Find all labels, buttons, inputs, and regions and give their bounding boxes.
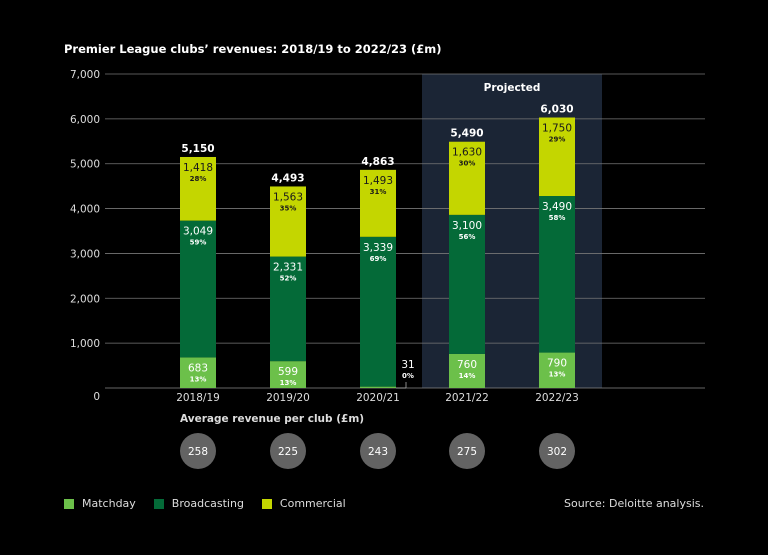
data-label: 3,100 xyxy=(452,220,482,232)
bar-matchday xyxy=(180,357,216,388)
data-label: 683 xyxy=(188,362,208,374)
x-tick-label: 2021/22 xyxy=(445,392,489,404)
total-label: 4,863 xyxy=(361,156,394,168)
y-tick-label: 5,000 xyxy=(70,159,100,171)
pct-label: 29% xyxy=(549,136,566,144)
avg-revenue-value: 258 xyxy=(188,446,208,458)
avg-revenue-value: 302 xyxy=(547,446,567,458)
legend-label: Broadcasting xyxy=(171,497,244,510)
bar-broadcasting xyxy=(360,236,396,387)
data-label: 3,339 xyxy=(363,242,393,254)
x-tick-label: 2020/21 xyxy=(356,392,400,404)
avg-revenue-value: 225 xyxy=(278,446,298,458)
data-label: 1,563 xyxy=(273,191,303,203)
avg-revenue-value: 275 xyxy=(457,446,477,458)
data-label: 3,049 xyxy=(183,226,213,238)
pct-label: 56% xyxy=(459,233,476,241)
pct-label: 13% xyxy=(549,371,566,379)
pct-label: 14% xyxy=(459,372,476,380)
bar-commercial xyxy=(360,169,396,237)
bar-broadcasting xyxy=(449,214,485,354)
avg-revenue-circle xyxy=(180,433,216,469)
total-label: 4,493 xyxy=(271,172,304,184)
bar-matchday xyxy=(270,361,306,388)
bar-broadcasting xyxy=(270,256,306,362)
bar-commercial xyxy=(539,117,575,197)
avg-revenue-circle xyxy=(270,433,306,469)
bar-commercial xyxy=(270,186,306,257)
data-label: 760 xyxy=(457,359,477,371)
legend-label: Matchday xyxy=(82,497,136,510)
y-tick-label: 4,000 xyxy=(70,204,100,216)
avg-revenue-circle xyxy=(449,433,485,469)
bar-broadcasting xyxy=(180,220,216,358)
legend-swatch xyxy=(261,498,272,509)
data-label: 31 xyxy=(401,359,414,371)
avg-revenue-circle xyxy=(360,433,396,469)
pct-label: 13% xyxy=(190,375,207,383)
pct-label: 0% xyxy=(402,372,414,380)
y-tick-label: 3,000 xyxy=(70,248,100,260)
pct-label: 28% xyxy=(190,175,207,183)
pct-label: 31% xyxy=(370,188,387,196)
legend-item-matchday: Matchday xyxy=(64,497,136,510)
data-label: 1,418 xyxy=(183,162,213,174)
avg-revenue-circle xyxy=(539,433,575,469)
data-label: 599 xyxy=(278,366,298,378)
y-tick-label: 2,000 xyxy=(70,293,100,305)
pct-label: 52% xyxy=(280,275,297,283)
legend-swatch xyxy=(64,498,74,509)
pct-label: 30% xyxy=(459,160,476,168)
bar-matchday xyxy=(539,352,575,388)
bar-commercial xyxy=(180,156,216,221)
legend-item-broadcasting: Broadcasting xyxy=(153,497,244,510)
bar-commercial xyxy=(449,141,485,215)
projected-label: Projected xyxy=(484,82,541,94)
pct-label: 58% xyxy=(549,214,566,222)
legend-label: Commercial xyxy=(279,497,346,510)
data-label: 1,750 xyxy=(542,123,572,135)
x-tick-label: 2022/23 xyxy=(535,392,579,404)
avg-revenue-label-text: Average revenue per club (£m) xyxy=(180,413,365,425)
pct-label: 69% xyxy=(370,255,387,263)
y-tick-label: 6,000 xyxy=(70,114,100,126)
data-label: 1,493 xyxy=(363,175,393,187)
pct-label: 59% xyxy=(190,239,207,247)
x-tick-label: 2018/19 xyxy=(176,392,220,404)
pct-label: 35% xyxy=(280,204,297,212)
chart-title: Premier League clubs’ revenues: 2018/19 … xyxy=(64,42,442,56)
avg-revenue-value: 243 xyxy=(368,446,388,458)
bar-broadcasting xyxy=(539,196,575,353)
y-tick-label: 1,000 xyxy=(70,338,100,350)
y-tick-label: 7,000 xyxy=(70,69,100,81)
pct-label: 13% xyxy=(280,379,297,387)
y-tick-label: 0 xyxy=(93,391,100,403)
total-label: 5,490 xyxy=(450,128,483,140)
bar-matchday xyxy=(360,386,396,388)
total-label: 5,150 xyxy=(181,143,214,155)
data-label: 2,331 xyxy=(273,262,303,274)
legend-swatch xyxy=(153,498,164,509)
x-tick-label: 2019/20 xyxy=(266,392,310,404)
total-label: 6,030 xyxy=(540,104,573,116)
data-label: 3,490 xyxy=(542,201,572,213)
data-label: 790 xyxy=(547,358,567,370)
legend-item-commercial: Commercial xyxy=(261,497,346,510)
data-label: 1,630 xyxy=(452,147,482,159)
bar-matchday xyxy=(449,353,485,388)
legend: Matchday Broadcasting Commercial xyxy=(64,497,346,510)
source-note: Source: Deloitte analysis. xyxy=(564,497,704,510)
